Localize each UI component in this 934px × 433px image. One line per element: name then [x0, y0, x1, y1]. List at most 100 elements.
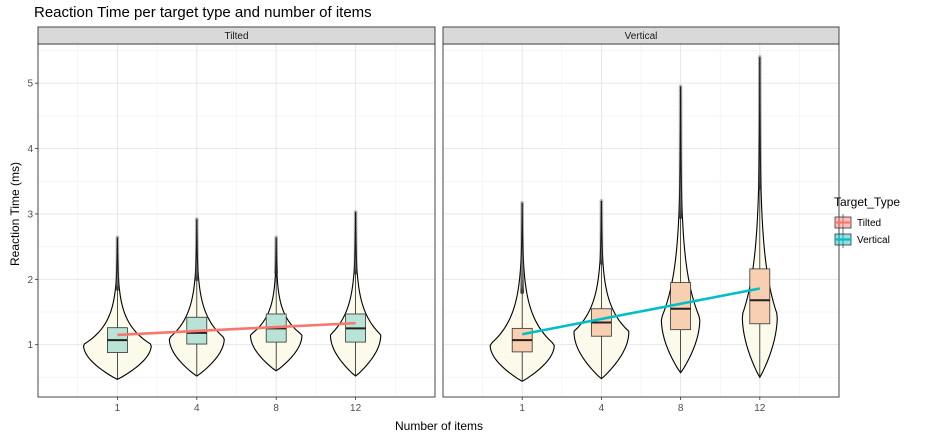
outlier-point: [599, 211, 604, 216]
outlier-point: [194, 260, 199, 264]
outlier-point: [757, 131, 762, 136]
outlier-point: [353, 231, 358, 236]
strip-label: Tilted: [224, 31, 248, 42]
outlier-point: [274, 266, 279, 271]
outlier-point: [757, 105, 762, 110]
outlier-point: [757, 162, 762, 167]
outlier-point: [678, 197, 683, 202]
outlier-point: [678, 177, 683, 182]
outlier-point: [757, 164, 762, 169]
outlier-point: [520, 254, 525, 259]
outlier-point: [194, 268, 199, 273]
outlier-point: [678, 194, 683, 199]
outlier-point: [599, 253, 604, 258]
outlier-point: [520, 250, 525, 255]
outlier-point: [678, 123, 683, 128]
outlier-point: [757, 68, 762, 72]
outlier-point: [194, 275, 199, 280]
outlier-point: [757, 183, 762, 188]
outlier-point: [274, 268, 279, 273]
outlier-point: [678, 189, 683, 194]
outlier-point: [115, 256, 120, 261]
outlier-point: [757, 157, 762, 162]
outlier-point: [353, 267, 358, 272]
legend-title: Target_Type: [834, 195, 900, 209]
outlier-point: [678, 153, 683, 158]
outlier-point: [520, 223, 525, 228]
outlier-point: [757, 142, 762, 147]
outlier-point: [520, 249, 525, 253]
outlier-point: [353, 246, 358, 251]
outlier-point: [599, 201, 604, 206]
outlier-point: [757, 185, 762, 190]
outlier-point: [757, 101, 762, 105]
outlier-point: [757, 103, 762, 108]
outlier-point: [353, 217, 358, 222]
outlier-point: [353, 262, 358, 266]
box: [749, 268, 771, 325]
outlier-point: [757, 96, 762, 101]
outlier-point: [757, 174, 762, 179]
legend: Target_Type Tilted Vertical: [834, 195, 900, 248]
outlier-point: [194, 224, 199, 229]
outlier-point: [194, 219, 199, 224]
outlier-point: [678, 159, 683, 164]
outlier-point: [115, 275, 120, 279]
outlier-point: [678, 182, 683, 186]
outlier-point: [194, 247, 199, 252]
outlier-point: [353, 210, 358, 214]
outlier-point: [599, 240, 604, 245]
outlier-point: [520, 290, 525, 294]
outlier-point: [520, 274, 525, 278]
outlier-point: [274, 238, 279, 242]
outlier-point: [678, 151, 683, 156]
outlier-point: [757, 98, 762, 103]
outlier-point: [757, 62, 762, 67]
outlier-point: [353, 270, 358, 275]
outlier-point: [678, 173, 683, 178]
outlier-point: [115, 283, 120, 288]
outlier-point: [678, 185, 683, 189]
outlier-point: [599, 249, 604, 254]
outlier-point: [194, 273, 199, 278]
outlier-point: [353, 258, 358, 262]
outlier-point: [678, 112, 683, 116]
outlier-point: [757, 175, 762, 180]
outlier-point: [757, 180, 762, 185]
outlier-point: [599, 220, 604, 225]
outlier-point: [678, 165, 683, 169]
outlier-point: [520, 276, 525, 281]
outlier-point: [757, 130, 762, 134]
outlier-point: [353, 254, 358, 259]
legend-label-tilted: Tilted: [857, 218, 881, 229]
outlier-point: [520, 206, 525, 210]
outlier-point: [599, 258, 604, 263]
outlier-point: [599, 260, 604, 264]
outlier-point: [678, 207, 683, 212]
outlier-point: [757, 169, 762, 174]
outlier-point: [599, 242, 604, 247]
outlier-point: [194, 222, 199, 227]
outlier-point: [115, 286, 120, 291]
outlier-point: [194, 261, 199, 266]
outlier-point: [678, 157, 683, 162]
outlier-point: [678, 147, 683, 152]
outlier-point: [757, 114, 762, 118]
outlier-point: [520, 216, 525, 220]
outlier-point: [274, 260, 279, 265]
outlier-point: [757, 94, 762, 99]
outlier-point: [353, 269, 358, 274]
outlier-point: [678, 155, 683, 160]
outlier-point: [757, 181, 762, 186]
outlier-point: [194, 258, 199, 263]
outlier-point: [520, 236, 525, 241]
y-tick-label: 4: [27, 144, 33, 155]
outlier-point: [678, 211, 683, 216]
outlier-point: [520, 282, 525, 287]
outlier-point: [353, 266, 358, 271]
outlier-point: [274, 270, 279, 275]
outlier-point: [678, 206, 683, 211]
y-axis-title: Reaction Time (ms): [8, 162, 22, 266]
outlier-point: [115, 286, 120, 290]
